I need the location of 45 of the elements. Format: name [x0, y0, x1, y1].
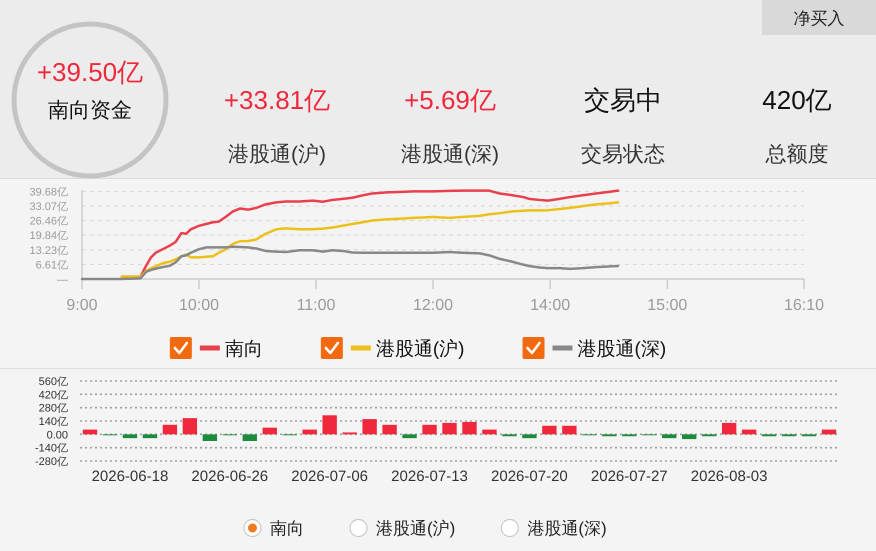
y-tick-label: 19.84亿 [29, 230, 68, 242]
text: 交易中 [584, 85, 662, 115]
text: 交易状态 [581, 143, 665, 166]
y-tick-label: 140亿 [38, 416, 68, 428]
legend-label: 港股通(深) [578, 339, 666, 360]
x-tick-label: 2026-07-13 [391, 468, 468, 485]
x-tick-label: 2026-07-06 [291, 468, 368, 485]
x-tick-label: 15:00 [647, 297, 688, 314]
text: 港股通(沪) [228, 143, 326, 166]
legend-label: 港股通(沪) [376, 338, 464, 360]
x-tick-label: 2026-06-26 [191, 468, 268, 485]
y-tick-label: 280亿 [38, 402, 68, 415]
y-tick-label: 0.00 [46, 429, 68, 442]
y-tick-label: 26.46亿 [29, 216, 68, 228]
y-tick-label: -140亿 [34, 442, 68, 455]
y-tick-label: 420亿 [38, 389, 68, 402]
x-tick-label: 10:00 [178, 297, 220, 314]
y-tick-label: — [57, 274, 68, 286]
x-tick-label: 2026-07-27 [590, 468, 668, 485]
y-tick-label: 6.61亿 [36, 259, 68, 272]
x-tick-label: 2026-07-20 [491, 468, 568, 485]
x-tick-label: 16:10 [784, 297, 824, 314]
text: 420亿 [762, 85, 832, 115]
text: 港股通(深) [527, 519, 607, 538]
text: 净买入 [794, 9, 844, 28]
text: 港股通(深) [401, 143, 499, 166]
text: 港股通(沪) [376, 519, 456, 538]
y-tick-label: -280亿 [34, 456, 68, 468]
text: 总额度 [764, 143, 828, 166]
text: 南向 [270, 519, 304, 538]
x-tick-label: 2026-08-03 [690, 468, 768, 485]
y-tick-label: 13.23亿 [29, 244, 68, 257]
y-tick-label: 39.68亿 [29, 186, 68, 198]
text: +39.50亿 [36, 57, 144, 87]
x-tick-label: 2026-06-18 [92, 468, 168, 485]
x-tick-label: 9:00 [66, 297, 98, 314]
x-tick-label: 11:00 [296, 297, 336, 314]
x-tick-label: 14:00 [530, 297, 570, 314]
y-tick-label: 33.07亿 [29, 200, 68, 213]
text: 南向资金 [48, 99, 132, 122]
text: +33.81亿 [224, 85, 330, 115]
legend-label: 南向 [224, 339, 263, 360]
x-tick-label: 12:00 [412, 297, 454, 314]
text: +5.69亿 [404, 85, 496, 115]
y-tick-label: 560亿 [38, 376, 68, 388]
